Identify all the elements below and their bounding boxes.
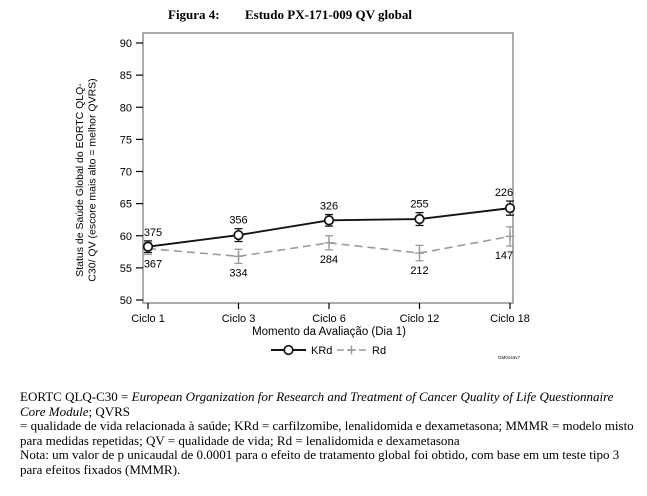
x-tick-label: Ciclo 12 [400, 313, 440, 325]
legend-label-krd: KRd [311, 345, 332, 357]
x-tick-label: Ciclo 18 [490, 313, 530, 325]
n-count-label: 375 [144, 227, 162, 239]
n-count-label: 326 [320, 201, 338, 213]
n-count-label: 147 [495, 250, 513, 262]
y-tick-label: 85 [120, 70, 132, 82]
n-count-label: 356 [229, 215, 247, 227]
figure-title: Estudo PX-171-009 QV global [245, 7, 412, 22]
footnotes-block: EORTC QLQ-C30 = European Organization fo… [20, 389, 636, 478]
n-count-label: 255 [410, 199, 428, 211]
n-count-label: 334 [229, 267, 247, 279]
y-tick-label: 90 [120, 38, 132, 50]
data-point-circle-marker [414, 213, 425, 225]
footnote-definitions: EORTC QLQ-C30 = European Organization fo… [20, 389, 636, 448]
footnote-note: Nota: um valor de p unicaudal de 0.0001 … [20, 447, 620, 477]
legend-label-rd: Rd [372, 345, 386, 357]
n-count-label: 226 [495, 187, 513, 199]
plot-border [142, 32, 514, 304]
x-tick-label: Ciclo 6 [312, 313, 346, 325]
y-tick-label: 55 [120, 263, 132, 275]
legend-circle-marker [283, 344, 294, 356]
n-count-label: 212 [410, 265, 428, 277]
data-point-circle-marker [323, 215, 335, 226]
footnote-abbrev-prefix: EORTC QLQ-C30 = [20, 389, 132, 404]
y-tick-label: 50 [120, 295, 132, 307]
figure-label: Figura 4: [168, 7, 220, 22]
x-tick-label: Ciclo 3 [222, 313, 256, 325]
data-point-circle-marker [142, 241, 154, 252]
y-tick-label: 65 [120, 199, 132, 211]
n-count-label: 284 [320, 254, 338, 266]
qv-global-chart: 50 55 60 65 70 75 80 85 90 Ciclo 1 Ciclo 3 Ciclo 6 C… [74, 32, 530, 360]
x-tick-label: Ciclo 1 [131, 313, 165, 325]
footnote-abbrev-italic: European Organization for Research and T… [20, 389, 614, 419]
plot-code-label: GM0143v7 [498, 355, 521, 360]
data-point-circle-marker [504, 202, 516, 214]
footnote-abbrev-suffix: ; QVRS [88, 403, 131, 419]
y-tick-label: 75 [120, 134, 132, 146]
data-point-circle-marker [233, 229, 244, 241]
x-axis-label: Momento da Avaliação (Dia 1) [252, 326, 406, 338]
footnote-abbrev-rest: = qualidade de vida relacionada à saúde;… [20, 418, 634, 448]
y-tick-label: 70 [120, 167, 132, 179]
y-tick-label: 80 [120, 102, 132, 114]
n-count-label: 367 [144, 258, 162, 270]
y-axis-label: Status de Saúde Global do EORTC QLQ- [74, 83, 86, 277]
y-axis-label: C30/ QV (escore mais alto = melhor QVRS) [87, 78, 99, 281]
y-tick-label: 60 [120, 231, 132, 243]
